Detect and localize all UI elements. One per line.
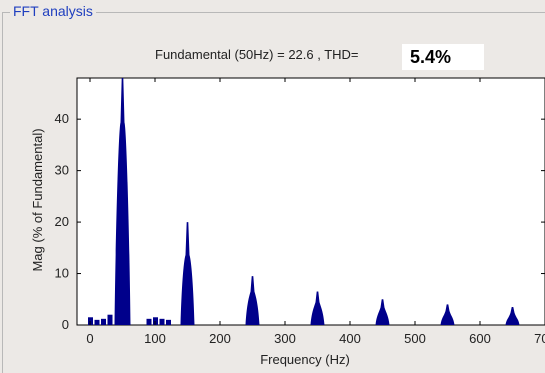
y-tick-label: 30 — [55, 163, 69, 178]
x-tick-label: 700 — [534, 331, 545, 346]
harmonic-peak — [440, 304, 455, 325]
y-tick-label: 20 — [55, 214, 69, 229]
thd-box: 5.4% — [402, 44, 484, 70]
spectrum-bars — [88, 78, 520, 325]
x-tick-label: 500 — [404, 331, 426, 346]
x-tick-label: 400 — [339, 331, 361, 346]
harmonic-peak — [180, 222, 195, 325]
y-tick-label: 40 — [55, 111, 69, 126]
harmonic-peak — [114, 78, 131, 325]
thd-value: 5.4% — [410, 47, 452, 67]
harmonic-peak — [245, 276, 260, 325]
noise-bar — [101, 318, 106, 325]
y-axis-label: Mag (% of Fundamental) — [30, 128, 45, 271]
x-tick-label: 100 — [144, 331, 166, 346]
noise-bar — [159, 318, 165, 325]
y-tick-label: 10 — [55, 266, 69, 281]
noise-bar — [146, 318, 152, 325]
y-tick-label: 0 — [62, 317, 69, 332]
harmonic-peak — [375, 299, 390, 325]
x-axis-label: Frequency (Hz) — [260, 352, 350, 367]
x-tick-label: 300 — [274, 331, 296, 346]
noise-bar — [166, 319, 171, 325]
fft-analysis-panel — [2, 12, 545, 373]
harmonic-peak — [505, 306, 520, 325]
noise-bar — [107, 314, 113, 325]
panel-title: FFT analysis — [10, 3, 96, 19]
x-tick-label: 600 — [469, 331, 491, 346]
plot-area — [76, 77, 545, 326]
noise-bar — [94, 319, 100, 325]
chart-title: Fundamental (50Hz) = 22.6 , THD= — [155, 47, 359, 62]
x-tick-label: 200 — [209, 331, 231, 346]
harmonic-peak — [310, 291, 325, 325]
x-tick-label: 0 — [86, 331, 93, 346]
